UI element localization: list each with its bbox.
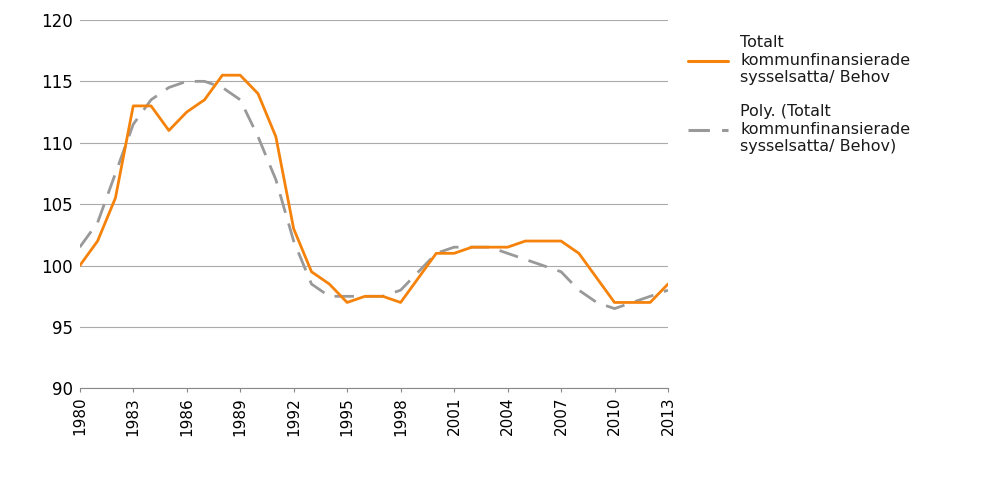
Totalt
kommunfinansierade
sysselsatta/ Behov bbox=[395, 299, 407, 305]
Poly. (Totalt
kommunfinansierade
sysselsatta/ Behov) bbox=[377, 293, 389, 299]
Poly. (Totalt
kommunfinansierade
sysselsatta/ Behov) bbox=[146, 97, 158, 103]
Legend: Totalt
kommunfinansierade
sysselsatta/ Behov, Poly. (Totalt
kommunfinansierade
s: Totalt kommunfinansierade sysselsatta/ B… bbox=[688, 35, 910, 154]
Poly. (Totalt
kommunfinansierade
sysselsatta/ Behov) bbox=[501, 250, 513, 256]
Totalt
kommunfinansierade
sysselsatta/ Behov bbox=[198, 97, 210, 103]
Totalt
kommunfinansierade
sysselsatta/ Behov bbox=[608, 299, 620, 305]
Totalt
kommunfinansierade
sysselsatta/ Behov bbox=[305, 269, 317, 275]
Totalt
kommunfinansierade
sysselsatta/ Behov bbox=[413, 275, 425, 281]
Poly. (Totalt
kommunfinansierade
sysselsatta/ Behov) bbox=[466, 244, 478, 250]
Totalt
kommunfinansierade
sysselsatta/ Behov bbox=[323, 281, 335, 287]
Poly. (Totalt
kommunfinansierade
sysselsatta/ Behov) bbox=[484, 244, 496, 250]
Poly. (Totalt
kommunfinansierade
sysselsatta/ Behov) bbox=[270, 177, 282, 183]
Poly. (Totalt
kommunfinansierade
sysselsatta/ Behov) bbox=[448, 244, 460, 250]
Poly. (Totalt
kommunfinansierade
sysselsatta/ Behov) bbox=[323, 293, 335, 299]
Poly. (Totalt
kommunfinansierade
sysselsatta/ Behov) bbox=[359, 293, 371, 299]
Poly. (Totalt
kommunfinansierade
sysselsatta/ Behov) bbox=[395, 287, 407, 293]
Totalt
kommunfinansierade
sysselsatta/ Behov bbox=[573, 250, 585, 256]
Totalt
kommunfinansierade
sysselsatta/ Behov bbox=[431, 250, 443, 256]
Totalt
kommunfinansierade
sysselsatta/ Behov bbox=[484, 244, 496, 250]
Poly. (Totalt
kommunfinansierade
sysselsatta/ Behov) bbox=[234, 97, 246, 103]
Totalt
kommunfinansierade
sysselsatta/ Behov bbox=[590, 275, 602, 281]
Totalt
kommunfinansierade
sysselsatta/ Behov bbox=[288, 226, 300, 232]
Totalt
kommunfinansierade
sysselsatta/ Behov bbox=[146, 103, 158, 109]
Poly. (Totalt
kommunfinansierade
sysselsatta/ Behov) bbox=[305, 281, 317, 287]
Poly. (Totalt
kommunfinansierade
sysselsatta/ Behov) bbox=[163, 85, 174, 91]
Totalt
kommunfinansierade
sysselsatta/ Behov bbox=[501, 244, 513, 250]
Totalt
kommunfinansierade
sysselsatta/ Behov bbox=[341, 299, 353, 305]
Line: Poly. (Totalt
kommunfinansierade
sysselsatta/ Behov): Poly. (Totalt kommunfinansierade syssels… bbox=[80, 81, 668, 309]
Totalt
kommunfinansierade
sysselsatta/ Behov bbox=[519, 238, 531, 244]
Poly. (Totalt
kommunfinansierade
sysselsatta/ Behov) bbox=[644, 293, 656, 299]
Totalt
kommunfinansierade
sysselsatta/ Behov bbox=[74, 262, 86, 268]
Poly. (Totalt
kommunfinansierade
sysselsatta/ Behov) bbox=[341, 293, 353, 299]
Poly. (Totalt
kommunfinansierade
sysselsatta/ Behov) bbox=[662, 287, 674, 293]
Totalt
kommunfinansierade
sysselsatta/ Behov bbox=[110, 195, 122, 201]
Totalt
kommunfinansierade
sysselsatta/ Behov bbox=[537, 238, 549, 244]
Totalt
kommunfinansierade
sysselsatta/ Behov bbox=[377, 293, 389, 299]
Poly. (Totalt
kommunfinansierade
sysselsatta/ Behov) bbox=[519, 256, 531, 262]
Totalt
kommunfinansierade
sysselsatta/ Behov bbox=[644, 299, 656, 305]
Totalt
kommunfinansierade
sysselsatta/ Behov bbox=[252, 91, 264, 97]
Totalt
kommunfinansierade
sysselsatta/ Behov bbox=[466, 244, 478, 250]
Poly. (Totalt
kommunfinansierade
sysselsatta/ Behov) bbox=[537, 262, 549, 268]
Poly. (Totalt
kommunfinansierade
sysselsatta/ Behov) bbox=[573, 287, 585, 293]
Poly. (Totalt
kommunfinansierade
sysselsatta/ Behov) bbox=[128, 122, 140, 127]
Totalt
kommunfinansierade
sysselsatta/ Behov bbox=[359, 293, 371, 299]
Poly. (Totalt
kommunfinansierade
sysselsatta/ Behov) bbox=[626, 299, 638, 305]
Poly. (Totalt
kommunfinansierade
sysselsatta/ Behov) bbox=[590, 299, 602, 305]
Poly. (Totalt
kommunfinansierade
sysselsatta/ Behov) bbox=[216, 85, 228, 91]
Totalt
kommunfinansierade
sysselsatta/ Behov bbox=[555, 238, 567, 244]
Totalt
kommunfinansierade
sysselsatta/ Behov bbox=[92, 238, 104, 244]
Poly. (Totalt
kommunfinansierade
sysselsatta/ Behov) bbox=[413, 269, 425, 275]
Totalt
kommunfinansierade
sysselsatta/ Behov bbox=[180, 109, 192, 115]
Poly. (Totalt
kommunfinansierade
sysselsatta/ Behov) bbox=[431, 250, 443, 256]
Poly. (Totalt
kommunfinansierade
sysselsatta/ Behov) bbox=[110, 170, 122, 176]
Poly. (Totalt
kommunfinansierade
sysselsatta/ Behov) bbox=[198, 78, 210, 84]
Totalt
kommunfinansierade
sysselsatta/ Behov bbox=[448, 250, 460, 256]
Poly. (Totalt
kommunfinansierade
sysselsatta/ Behov) bbox=[74, 244, 86, 250]
Totalt
kommunfinansierade
sysselsatta/ Behov bbox=[128, 103, 140, 109]
Totalt
kommunfinansierade
sysselsatta/ Behov bbox=[234, 72, 246, 78]
Totalt
kommunfinansierade
sysselsatta/ Behov bbox=[163, 127, 174, 133]
Poly. (Totalt
kommunfinansierade
sysselsatta/ Behov) bbox=[180, 78, 192, 84]
Totalt
kommunfinansierade
sysselsatta/ Behov bbox=[270, 133, 282, 139]
Totalt
kommunfinansierade
sysselsatta/ Behov bbox=[662, 281, 674, 287]
Totalt
kommunfinansierade
sysselsatta/ Behov bbox=[626, 299, 638, 305]
Totalt
kommunfinansierade
sysselsatta/ Behov bbox=[216, 72, 228, 78]
Poly. (Totalt
kommunfinansierade
sysselsatta/ Behov) bbox=[288, 238, 300, 244]
Poly. (Totalt
kommunfinansierade
sysselsatta/ Behov) bbox=[608, 306, 620, 312]
Poly. (Totalt
kommunfinansierade
sysselsatta/ Behov) bbox=[252, 133, 264, 139]
Poly. (Totalt
kommunfinansierade
sysselsatta/ Behov) bbox=[555, 269, 567, 275]
Line: Totalt
kommunfinansierade
sysselsatta/ Behov: Totalt kommunfinansierade sysselsatta/ B… bbox=[80, 75, 668, 302]
Poly. (Totalt
kommunfinansierade
sysselsatta/ Behov) bbox=[92, 220, 104, 226]
